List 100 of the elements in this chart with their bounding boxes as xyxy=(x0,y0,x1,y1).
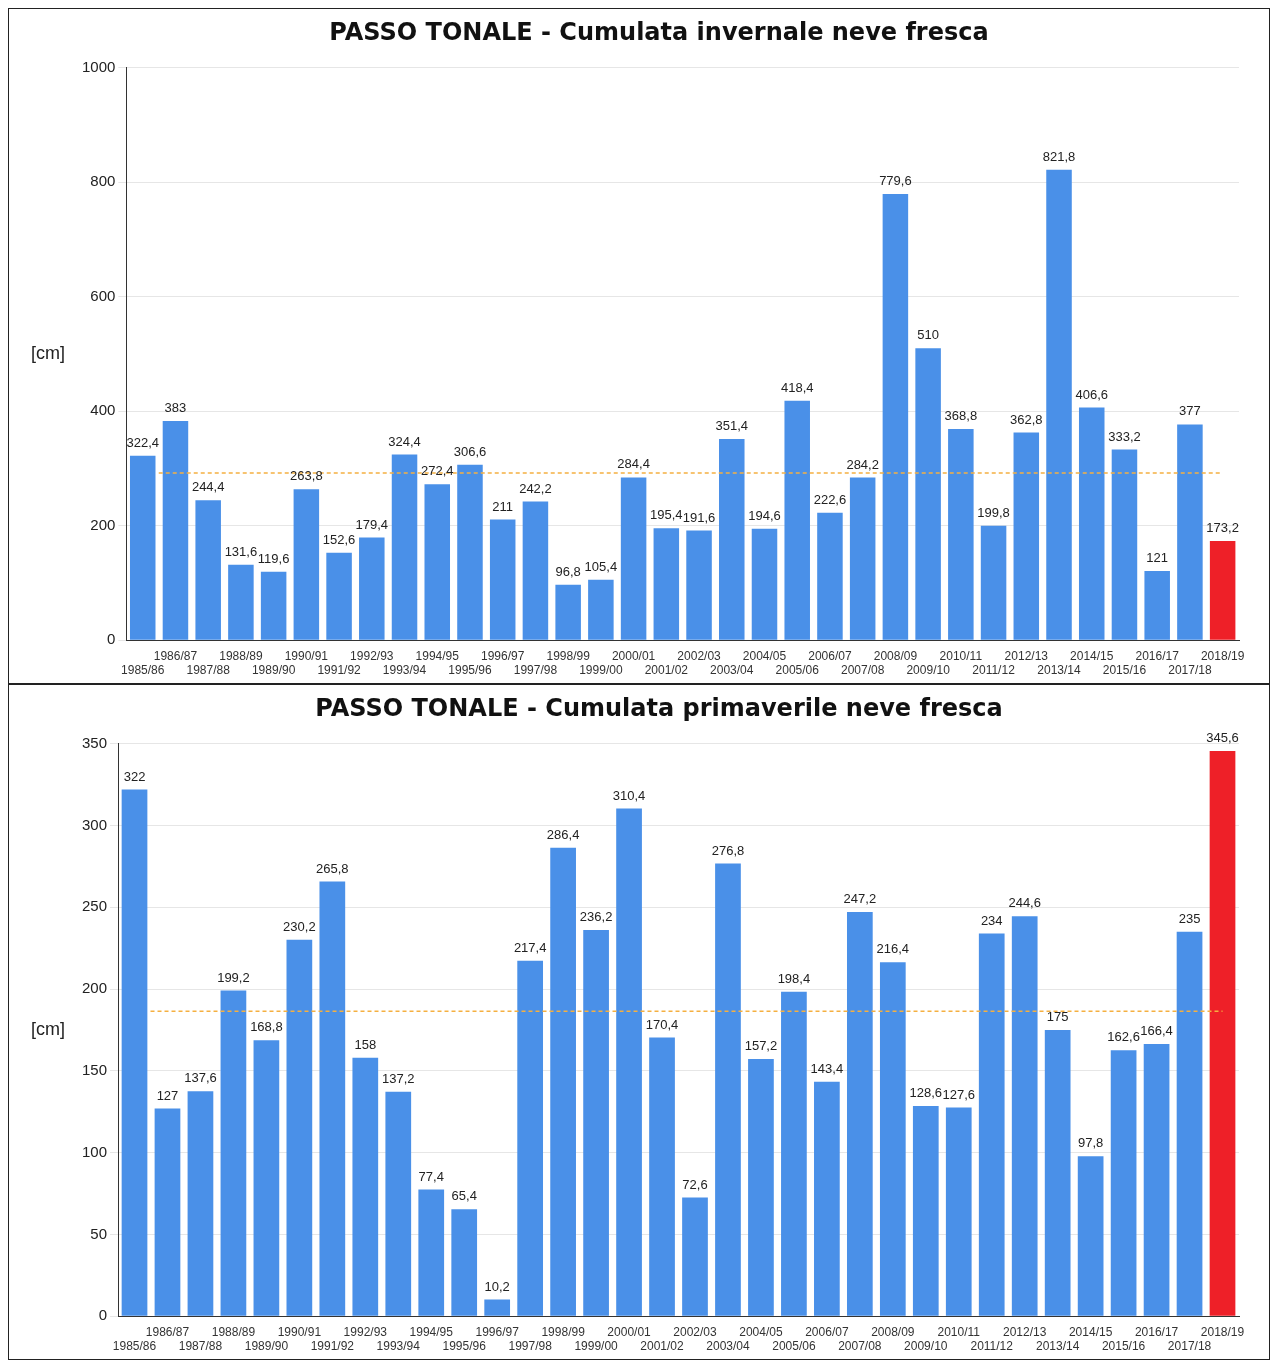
bar xyxy=(260,571,287,640)
x-tick-label: 2010/11 xyxy=(939,648,983,663)
data-label: 127 xyxy=(156,1087,179,1103)
data-label: 286,4 xyxy=(546,826,580,842)
data-label: 158 xyxy=(354,1036,377,1052)
data-label: 137,6 xyxy=(184,1070,217,1086)
data-label: 272,4 xyxy=(420,463,454,479)
bar xyxy=(915,348,941,640)
x-tick-label: 1992/93 xyxy=(343,1324,388,1339)
x-tick-label: 2001/02 xyxy=(644,663,689,678)
data-label: 137,2 xyxy=(382,1070,415,1086)
x-tick-label: 2018/19 xyxy=(1200,1324,1245,1339)
data-label: 173,2 xyxy=(1206,520,1239,536)
x-tick-label: 2014/15 xyxy=(1070,648,1114,663)
x-tick-label: 2006/07 xyxy=(805,1324,849,1339)
bar xyxy=(385,1091,412,1316)
x-tick-label: 2015/16 xyxy=(1101,1339,1146,1354)
data-label: 377 xyxy=(1179,403,1201,419)
bar xyxy=(418,1189,445,1316)
data-label: 96,8 xyxy=(555,563,581,579)
x-tick-label: 2013/14 xyxy=(1035,1339,1080,1354)
bar xyxy=(751,528,778,640)
data-label: 235 xyxy=(1178,910,1201,926)
bar xyxy=(1111,449,1138,640)
y-tick-label: 150 xyxy=(82,1061,108,1079)
x-tick-label: 2009/10 xyxy=(904,1339,948,1354)
y-axis-title: [cm] xyxy=(31,342,65,363)
x-tick-label: 1991/92 xyxy=(310,1339,355,1354)
data-label: 368,8 xyxy=(944,408,978,424)
y-tick-label: 200 xyxy=(90,515,116,533)
x-tick-label: 1997/98 xyxy=(513,663,558,678)
data-label: 157,2 xyxy=(744,1038,778,1054)
data-label: 65,4 xyxy=(451,1188,477,1204)
bar xyxy=(293,489,320,640)
data-label: 236,2 xyxy=(579,908,613,924)
bar xyxy=(719,439,745,640)
bar xyxy=(129,455,156,640)
chart-title: PASSO TONALE - Cumulata primaverile neve fresca xyxy=(315,693,1003,722)
data-label: 191,6 xyxy=(682,509,716,525)
y-tick-label: 1000 xyxy=(81,57,116,75)
bar xyxy=(879,962,906,1316)
data-label: 322,4 xyxy=(126,434,159,450)
x-tick-label: 2008/09 xyxy=(873,648,918,663)
data-label: 418,4 xyxy=(780,379,814,395)
x-tick-label: 2011/12 xyxy=(972,663,1016,678)
x-tick-label: 2014/15 xyxy=(1068,1324,1113,1339)
data-label: 199,8 xyxy=(977,504,1010,520)
bar xyxy=(616,808,642,1316)
bar xyxy=(424,484,451,640)
x-tick-label: 2007/08 xyxy=(838,1339,882,1354)
bar xyxy=(849,477,876,640)
x-tick-label: 2006/07 xyxy=(808,648,852,663)
data-label: 121 xyxy=(1146,550,1169,566)
bar xyxy=(162,420,189,640)
data-label: 216,4 xyxy=(876,941,910,957)
data-label: 284,2 xyxy=(846,456,879,472)
x-tick-label: 2008/09 xyxy=(871,1324,915,1339)
x-tick-label: 1988/89 xyxy=(219,648,263,663)
data-label: 152,6 xyxy=(322,531,356,547)
data-label: 143,4 xyxy=(810,1060,844,1076)
x-tick-label: 1996/97 xyxy=(475,1324,520,1339)
x-tick-label: 1998/99 xyxy=(546,648,591,663)
bar xyxy=(1011,916,1038,1316)
bar xyxy=(550,847,576,1316)
y-tick-label: 800 xyxy=(90,172,116,190)
bar xyxy=(1046,169,1072,640)
bar xyxy=(286,939,313,1316)
bar xyxy=(121,789,148,1316)
x-tick-label: 2002/03 xyxy=(673,1324,718,1339)
y-axis-title: [cm] xyxy=(31,1018,65,1039)
x-tick-label: 1998/99 xyxy=(541,1324,586,1339)
data-label: 244,4 xyxy=(191,479,225,495)
bar xyxy=(187,1091,214,1316)
data-label: 131,6 xyxy=(224,543,258,559)
data-label: 263,8 xyxy=(290,468,323,484)
y-tick-label: 350 xyxy=(82,733,108,751)
bar xyxy=(817,512,843,640)
bar xyxy=(588,579,614,640)
bar xyxy=(522,501,549,640)
bar xyxy=(748,1059,774,1316)
data-label: 265,8 xyxy=(316,860,349,876)
chart-title: PASSO TONALE - Cumulata invernale neve fresca xyxy=(329,17,989,46)
data-label: 351,4 xyxy=(715,418,749,434)
data-label: 510 xyxy=(917,327,939,343)
data-label: 195,4 xyxy=(650,507,683,523)
bar xyxy=(1013,432,1040,640)
bar xyxy=(846,911,873,1316)
data-label: 322 xyxy=(123,768,146,784)
x-tick-label: 1999/00 xyxy=(574,1339,619,1354)
data-label: 324,4 xyxy=(388,433,421,449)
bar xyxy=(653,528,680,640)
x-tick-label: 2003/04 xyxy=(706,1339,750,1354)
x-tick-label: 2012/13 xyxy=(1003,1324,1047,1339)
data-label: 230,2 xyxy=(283,918,316,934)
data-label: 119,6 xyxy=(257,550,290,566)
x-tick-label: 1990/91 xyxy=(284,648,329,663)
bar xyxy=(1044,1030,1071,1316)
data-label: 333,2 xyxy=(1108,428,1141,444)
x-tick-label: 1994/95 xyxy=(415,648,460,663)
x-tick-label: 1992/93 xyxy=(350,648,394,663)
